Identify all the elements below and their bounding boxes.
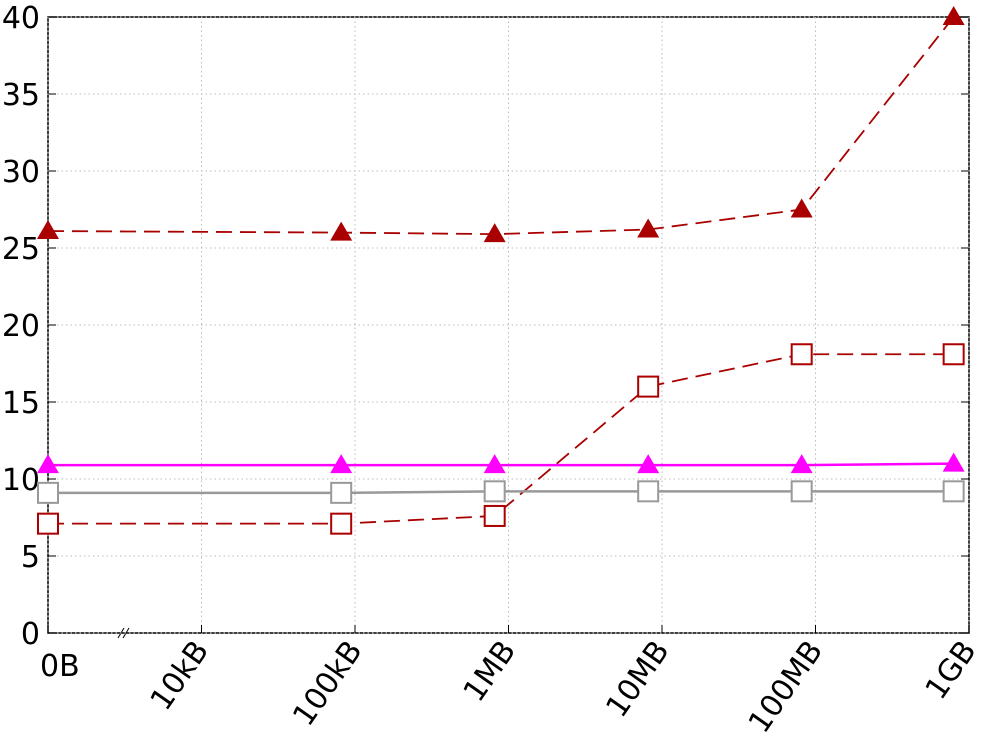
y-tick-label: 0: [21, 617, 40, 652]
x-tick-label: 0B: [40, 649, 80, 684]
marker: [790, 198, 813, 218]
marker: [37, 512, 59, 535]
marker: [330, 221, 353, 241]
marker: [330, 481, 353, 504]
marker: [37, 454, 59, 474]
marker: [942, 6, 965, 25]
marker: [790, 343, 813, 366]
y-tick-label: 35: [2, 78, 40, 113]
x-tick-label: 100kB: [286, 635, 369, 733]
marker: [483, 480, 506, 503]
y-tick-label: 40: [2, 1, 40, 36]
marker: [637, 218, 660, 238]
x-tick-label: 10kB: [144, 635, 216, 717]
marker: [483, 454, 506, 474]
series-line: [48, 462, 954, 467]
marker: [942, 480, 965, 503]
series-line: [48, 353, 954, 525]
marker: [790, 480, 813, 503]
y-tick-label: 10: [2, 463, 40, 498]
marker: [942, 452, 965, 472]
marker: [483, 504, 506, 527]
marker: [637, 480, 660, 503]
marker: [942, 343, 965, 366]
y-tick-label: 20: [2, 309, 40, 344]
marker: [483, 223, 506, 243]
marker: [330, 454, 353, 474]
y-tick-label: 5: [21, 540, 40, 575]
marker: [637, 375, 660, 398]
y-tick-label: 15: [2, 386, 40, 421]
marker: [637, 454, 660, 474]
marker: [790, 454, 813, 474]
series-line: [48, 490, 954, 495]
marker: [37, 481, 59, 504]
series-line: [47, 16, 955, 236]
x-tick-label: 100MB: [742, 635, 830, 740]
marker: [37, 220, 59, 240]
y-tick-label: 25: [2, 232, 40, 267]
x-tick-label: 1MB: [457, 635, 523, 709]
marker: [330, 512, 353, 535]
x-tick-label: 1GB: [919, 635, 984, 707]
y-tick-label: 30: [2, 155, 40, 190]
x-tick-label: 10MB: [599, 635, 676, 724]
